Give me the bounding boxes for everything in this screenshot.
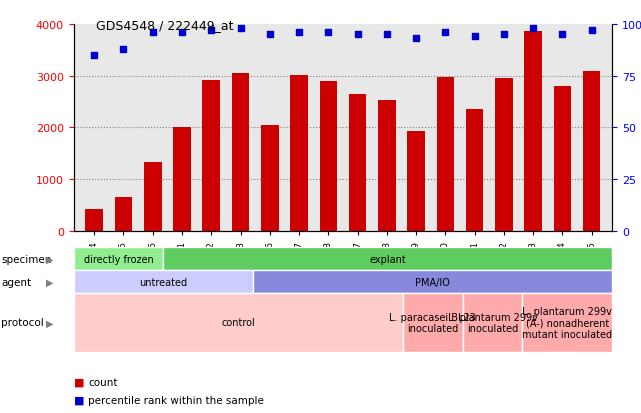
Text: PMA/IO: PMA/IO xyxy=(415,277,450,287)
Bar xyxy=(378,101,395,231)
Point xyxy=(294,30,304,36)
Bar xyxy=(261,126,279,231)
Text: L. plantarum 299v
(A-) nonadherent
mutant inoculated: L. plantarum 299v (A-) nonadherent mutan… xyxy=(522,306,612,339)
Bar xyxy=(583,72,601,231)
Bar xyxy=(173,128,191,231)
Text: ■: ■ xyxy=(74,395,84,405)
Bar xyxy=(407,132,425,231)
Bar xyxy=(319,82,337,231)
Text: protocol: protocol xyxy=(1,318,44,328)
Point xyxy=(265,32,275,38)
Text: ■: ■ xyxy=(74,377,84,387)
Point xyxy=(177,30,187,36)
Bar xyxy=(203,81,220,231)
Text: specimen: specimen xyxy=(1,254,52,264)
Point xyxy=(440,30,451,36)
Bar xyxy=(144,163,162,231)
Text: directly frozen: directly frozen xyxy=(84,254,153,264)
Bar xyxy=(554,87,571,231)
Text: GDS4548 / 222449_at: GDS4548 / 222449_at xyxy=(96,19,234,31)
Point xyxy=(147,30,158,36)
Text: control: control xyxy=(221,318,255,328)
Point xyxy=(381,32,392,38)
Point xyxy=(411,36,421,43)
Bar xyxy=(85,210,103,231)
Text: count: count xyxy=(88,377,118,387)
Point xyxy=(89,52,99,59)
Text: agent: agent xyxy=(1,277,31,287)
Bar xyxy=(232,74,249,231)
Text: L. paracasei BL23
inoculated: L. paracasei BL23 inoculated xyxy=(389,312,476,333)
Point xyxy=(469,34,479,40)
Text: percentile rank within the sample: percentile rank within the sample xyxy=(88,395,264,405)
Text: explant: explant xyxy=(369,254,406,264)
Bar xyxy=(437,78,454,231)
Point xyxy=(206,28,217,34)
Point xyxy=(587,28,597,34)
Point xyxy=(353,32,363,38)
Point xyxy=(499,32,509,38)
Text: ▶: ▶ xyxy=(46,254,54,264)
Text: ▶: ▶ xyxy=(46,318,54,328)
Point xyxy=(323,30,333,36)
Point xyxy=(528,26,538,32)
Text: L. plantarum 299v
inoculated: L. plantarum 299v inoculated xyxy=(447,312,537,333)
Point xyxy=(235,26,246,32)
Point xyxy=(119,46,129,53)
Text: untreated: untreated xyxy=(139,277,188,287)
Bar xyxy=(115,197,132,231)
Point xyxy=(557,32,567,38)
Text: ▶: ▶ xyxy=(46,277,54,287)
Bar xyxy=(466,110,483,231)
Bar xyxy=(290,75,308,231)
Bar xyxy=(524,31,542,231)
Bar xyxy=(349,95,367,231)
Bar xyxy=(495,78,513,231)
